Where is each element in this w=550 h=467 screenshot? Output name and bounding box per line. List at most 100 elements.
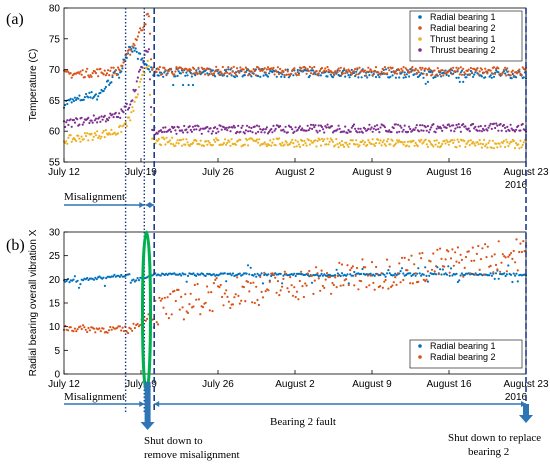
data-point xyxy=(129,281,132,284)
data-point xyxy=(94,117,98,120)
data-point xyxy=(502,139,505,143)
data-point xyxy=(175,141,178,144)
data-point xyxy=(79,140,82,143)
data-point xyxy=(349,130,352,133)
data-point xyxy=(368,284,371,287)
data-point xyxy=(231,303,235,306)
data-point xyxy=(255,138,259,141)
data-point xyxy=(507,70,510,73)
x-tick-label: August 16 xyxy=(426,167,471,178)
data-point xyxy=(268,280,271,283)
data-point xyxy=(363,69,367,72)
data-point xyxy=(100,135,103,138)
data-point xyxy=(87,116,90,119)
data-point xyxy=(280,75,283,78)
data-point xyxy=(134,47,137,50)
data-point xyxy=(474,125,477,128)
data-point xyxy=(291,294,295,297)
data-point xyxy=(107,119,110,122)
data-point xyxy=(73,96,77,99)
data-point xyxy=(449,257,453,260)
data-point xyxy=(98,134,101,138)
data-point xyxy=(440,75,443,78)
data-point xyxy=(453,139,456,142)
data-point xyxy=(320,137,324,140)
data-point xyxy=(516,280,519,283)
data-point xyxy=(321,274,324,277)
data-point xyxy=(430,268,434,271)
data-point xyxy=(282,70,285,73)
data-point xyxy=(257,303,260,307)
data-point xyxy=(77,286,81,289)
bottom-arrows xyxy=(64,382,533,430)
data-point xyxy=(415,72,418,75)
data-point xyxy=(185,138,188,141)
data-point xyxy=(504,256,507,259)
data-point xyxy=(229,306,232,310)
data-point xyxy=(158,296,161,299)
data-point xyxy=(496,146,499,149)
data-point xyxy=(339,144,342,147)
data-point xyxy=(490,255,493,258)
data-point xyxy=(386,72,389,75)
data-point xyxy=(436,67,439,70)
panel-a-xticks: July 12 July 19 July 26 August 2 August 9 Aug… xyxy=(48,158,549,178)
data-point xyxy=(272,66,275,69)
data-point xyxy=(334,144,337,147)
data-point xyxy=(420,129,423,132)
data-point xyxy=(445,73,448,76)
data-point xyxy=(112,116,115,119)
data-point xyxy=(83,132,86,135)
data-point xyxy=(105,72,109,75)
data-point xyxy=(371,74,374,77)
data-point xyxy=(291,138,294,141)
data-point xyxy=(118,76,121,79)
data-point xyxy=(358,66,361,69)
data-point xyxy=(493,277,496,280)
data-point xyxy=(366,143,369,147)
data-point xyxy=(234,293,237,296)
data-point xyxy=(448,125,451,128)
data-point xyxy=(488,274,491,277)
transition-arrow-head xyxy=(149,202,155,208)
data-point xyxy=(459,253,462,256)
data-point xyxy=(410,254,413,257)
data-point xyxy=(457,123,460,126)
data-point xyxy=(452,66,455,69)
data-point xyxy=(245,139,249,142)
data-point xyxy=(502,123,505,127)
data-point xyxy=(105,277,108,280)
data-point xyxy=(309,123,313,126)
data-point xyxy=(394,142,397,145)
data-point xyxy=(484,145,487,148)
data-point xyxy=(137,70,141,73)
data-point xyxy=(352,70,356,73)
data-point xyxy=(223,272,226,275)
data-point xyxy=(164,143,167,146)
data-point xyxy=(484,67,487,70)
data-point xyxy=(167,140,170,144)
data-point xyxy=(462,80,465,83)
data-point xyxy=(226,75,229,78)
data-point xyxy=(88,121,91,125)
data-point xyxy=(404,76,407,79)
data-point xyxy=(195,69,198,72)
data-point xyxy=(300,67,303,70)
data-point xyxy=(232,65,235,68)
data-point xyxy=(401,130,404,133)
data-point xyxy=(382,139,385,142)
data-point xyxy=(185,310,188,313)
data-point xyxy=(178,272,181,276)
data-point xyxy=(239,66,242,69)
data-point xyxy=(517,70,520,73)
data-point xyxy=(214,70,217,73)
data-point xyxy=(228,126,231,129)
data-point xyxy=(283,130,286,133)
data-point xyxy=(78,137,81,140)
data-point xyxy=(341,72,345,75)
data-point xyxy=(147,48,150,51)
data-point xyxy=(441,129,444,132)
data-point xyxy=(459,130,462,133)
data-point xyxy=(449,129,453,132)
data-point xyxy=(242,286,245,289)
